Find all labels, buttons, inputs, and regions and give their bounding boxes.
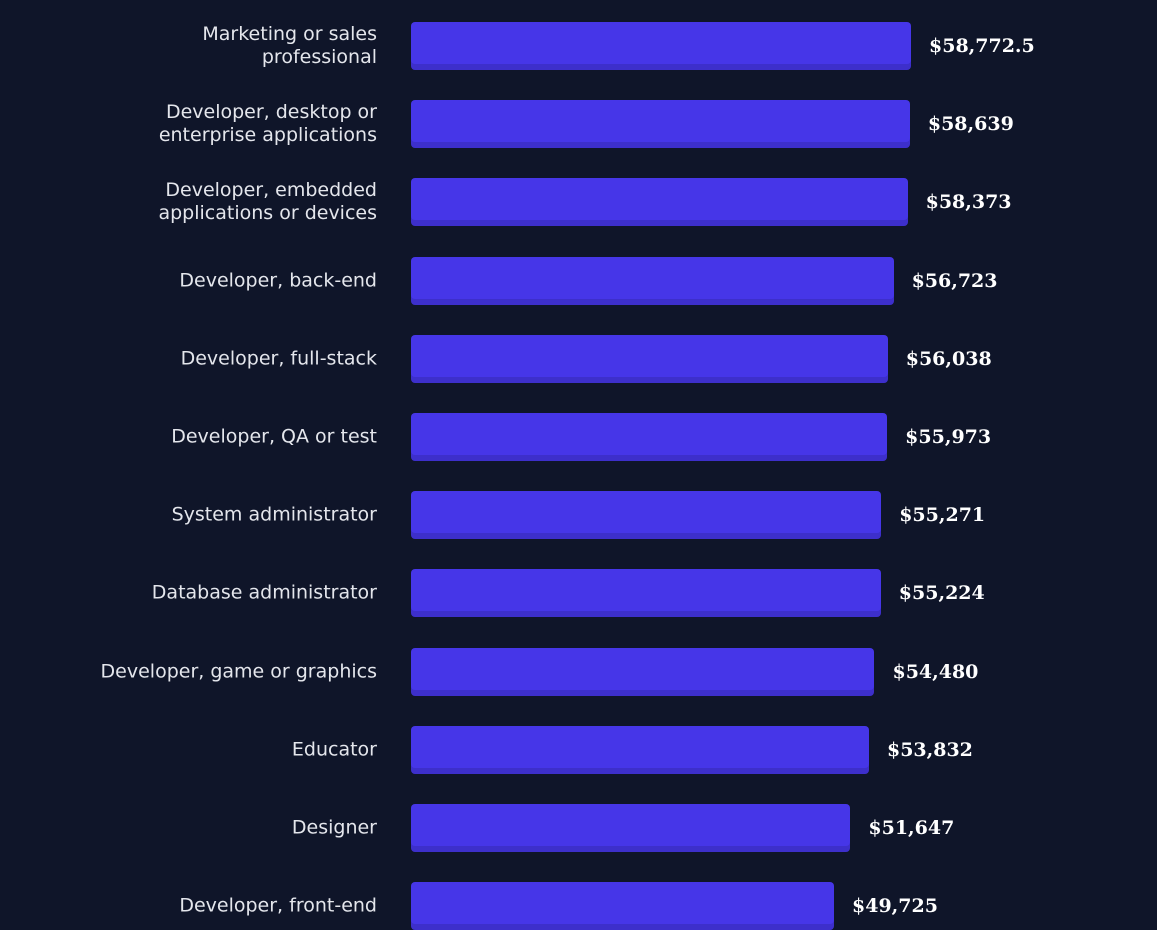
bar [411, 334, 888, 383]
value-label: $49,725 [852, 895, 938, 918]
category-label: Developer, desktop or enterprise applica… [158, 101, 377, 147]
value-label: $53,832 [886, 738, 973, 761]
category-label: Developer, full-stack [180, 347, 377, 370]
bar [411, 569, 881, 618]
value-label: $51,647 [868, 817, 955, 839]
bar [411, 178, 908, 227]
bar [411, 22, 911, 70]
bar [411, 413, 888, 461]
bar [411, 647, 875, 696]
bar [411, 491, 882, 540]
bar [411, 804, 851, 852]
value-label: $58,772.5 [929, 35, 1035, 57]
bar [411, 100, 910, 149]
value-label: $55,973 [905, 426, 992, 448]
category-label: System administrator [171, 503, 377, 526]
category-label: Developer, front-end [179, 894, 377, 917]
category-label: Marketing or sales professional [202, 23, 377, 68]
value-label: $56,723 [911, 269, 998, 292]
value-label: $58,373 [925, 191, 1012, 214]
bar [411, 725, 869, 774]
bar [411, 256, 894, 305]
category-label: Developer, QA or test [171, 425, 377, 448]
value-label: $54,480 [892, 660, 979, 683]
category-label: Developer, game or graphics [100, 660, 377, 683]
category-label: Developer, back-end [179, 269, 377, 292]
category-label: Developer, embedded applications or devi… [158, 179, 377, 225]
category-label: Designer [291, 816, 377, 839]
value-label: $56,038 [905, 347, 992, 370]
category-label: Educator [291, 738, 377, 761]
category-label: Database administrator [151, 581, 377, 604]
value-label: $55,271 [899, 504, 986, 527]
value-label: $55,224 [898, 582, 985, 605]
bar [411, 882, 835, 930]
value-label: $58,639 [927, 113, 1014, 136]
